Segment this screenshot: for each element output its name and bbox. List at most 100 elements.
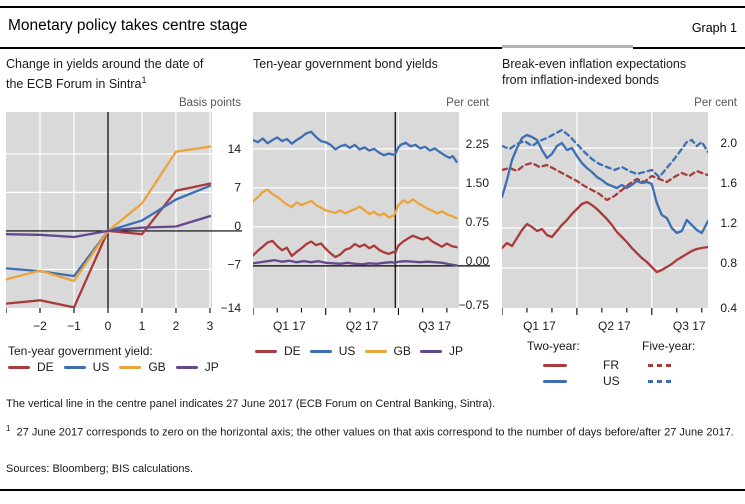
plot-background	[6, 112, 212, 308]
series-GB	[253, 188, 458, 220]
legend-swatch-JP	[419, 349, 442, 353]
x-tick-labels: Q1 17 Q2 17 Q3 17	[273, 319, 451, 333]
legend-label-DE: DE	[284, 344, 301, 358]
legend-swatch-DE	[255, 349, 277, 353]
footnote-marker: 1	[6, 424, 11, 433]
chart-right-breakeven-inflation: Q1 17 Q2 17 Q3 17 2.0 1.6 1.2 0.8 0.4 Per cent	[502, 97, 738, 333]
legend-label-US: US	[603, 374, 620, 388]
gridlines	[6, 112, 212, 308]
legend-label-DE: DE	[37, 360, 54, 374]
svg-text:3: 3	[207, 319, 214, 333]
legend-dashed-swatch-US	[648, 380, 675, 383]
legend-item-DE: DE	[255, 344, 301, 358]
x-ticks	[253, 308, 448, 315]
svg-text:−1: −1	[67, 319, 81, 333]
bottom-rule	[0, 489, 745, 491]
legend-dashed-swatch-FR	[648, 364, 675, 367]
panel-title-left: Change in yields around the date of the …	[6, 57, 236, 92]
svg-text:Per cent: Per cent	[694, 97, 738, 109]
legend-centre-items: DE US GB JP	[255, 344, 463, 358]
panel-title-right: Break-even inflation expectations from i…	[502, 57, 737, 88]
x-tick-labels: −2 −1 0 1 2 3	[33, 319, 213, 333]
svg-text:2.0: 2.0	[720, 136, 737, 150]
svg-text:2.25: 2.25	[466, 137, 490, 151]
legend-item-DE: DE	[8, 360, 54, 374]
plot-background	[502, 112, 708, 308]
svg-text:1.50: 1.50	[466, 176, 490, 190]
header-rule-right	[633, 47, 745, 49]
legend-item-JP: JP	[175, 360, 219, 374]
legend-label-GB: GB	[393, 344, 411, 358]
chart-left-yield-changes: −2 −1 0 1 2 3 14 7 0 −7 −14 Basis points	[6, 97, 242, 333]
footnote-text: 27 June 2017 corresponds to zero on the …	[16, 426, 734, 439]
svg-text:0: 0	[105, 319, 112, 333]
svg-text:−2: −2	[33, 319, 47, 333]
series-US	[253, 130, 458, 164]
svg-text:0.4: 0.4	[720, 301, 737, 315]
legend-item-JP: JP	[419, 344, 463, 358]
legend-left-heading: Ten-year government yield:	[8, 344, 153, 358]
legend-label-US: US	[92, 360, 110, 374]
y-tick-labels: 14 7 0 −7 −14	[221, 142, 242, 315]
svg-text:Q2 17: Q2 17	[598, 319, 631, 333]
y-tick-labels: 2.25 1.50 0.75 0.00 −0.75	[459, 137, 490, 312]
svg-text:−0.75: −0.75	[459, 298, 490, 312]
svg-text:1.2: 1.2	[720, 216, 737, 230]
unit-label: Per cent	[694, 97, 738, 109]
legend-col-header-two-year: Two-year:	[527, 339, 580, 353]
x-tick-labels: Q1 17 Q2 17 Q3 17	[523, 319, 706, 333]
legend-solid-swatch-FR	[543, 364, 567, 367]
x-ticks	[6, 308, 211, 313]
legend-swatch-US	[309, 349, 332, 353]
svg-text:Q1 17: Q1 17	[273, 319, 306, 333]
legend-left-items: DE US GB JP	[8, 360, 219, 374]
legend-item-GB: GB	[364, 344, 411, 358]
panel-title-centre-line1: Ten-year government bond yields	[253, 57, 438, 71]
svg-text:Q2 17: Q2 17	[346, 319, 379, 333]
unit-label: Per cent	[446, 97, 490, 109]
header-rule-left	[0, 47, 502, 49]
svg-text:14: 14	[228, 142, 242, 156]
legend-swatch-US	[63, 365, 86, 369]
panel-title-right-line2: from inflation-indexed bonds	[502, 72, 660, 87]
svg-text:7: 7	[234, 180, 241, 194]
svg-text:1.6: 1.6	[720, 176, 737, 190]
legend-item-US: US	[309, 344, 356, 358]
x-ticks	[502, 308, 703, 315]
svg-text:−14: −14	[221, 301, 242, 315]
series-FR-five-year	[502, 161, 708, 202]
svg-text:1: 1	[139, 319, 146, 333]
legend-label-US: US	[338, 344, 356, 358]
graph-number-label: Graph 1	[691, 21, 737, 35]
svg-text:0: 0	[234, 219, 241, 233]
legend-swatch-DE	[8, 365, 30, 369]
series-JP	[6, 214, 212, 239]
panel-title-centre: Ten-year government bond yields	[253, 57, 483, 73]
svg-text:0.75: 0.75	[466, 215, 490, 229]
footer-note: The vertical line in the centre panel in…	[6, 398, 496, 410]
svg-text:Q1 17: Q1 17	[523, 319, 556, 333]
legend-swatch-GB	[364, 349, 387, 353]
svg-text:0.8: 0.8	[720, 256, 737, 270]
svg-text:Q3 17: Q3 17	[418, 319, 451, 333]
legend-item-US: US	[63, 360, 110, 374]
series-FR-two-year	[502, 200, 708, 274]
y-tick-labels: 2.0 1.6 1.2 0.8 0.4	[720, 136, 737, 315]
panel-title-left-line2: the ECB Forum in Sintra	[6, 76, 142, 91]
legend-label-GB: GB	[148, 360, 166, 374]
series-JP	[253, 259, 458, 267]
panel-title-left-line1: Change in yields around the date of	[6, 57, 204, 71]
legend-label-JP: JP	[204, 360, 219, 374]
panel-title-right-line1: Break-even inflation expectations	[502, 57, 687, 71]
footnote: 1 27 June 2017 corresponds to zero on th…	[6, 421, 739, 441]
series-US-two-year	[502, 133, 708, 235]
legend-solid-swatch-US	[543, 380, 567, 383]
gridlines	[253, 112, 459, 308]
svg-text:2: 2	[173, 319, 180, 333]
page-title: Monetary policy takes centre stage	[8, 17, 248, 34]
series-DE	[253, 234, 458, 259]
svg-text:Per cent: Per cent	[446, 97, 490, 109]
legend-label-FR: FR	[603, 358, 619, 372]
svg-text:−7: −7	[227, 258, 241, 272]
legend-swatch-JP	[175, 365, 198, 369]
